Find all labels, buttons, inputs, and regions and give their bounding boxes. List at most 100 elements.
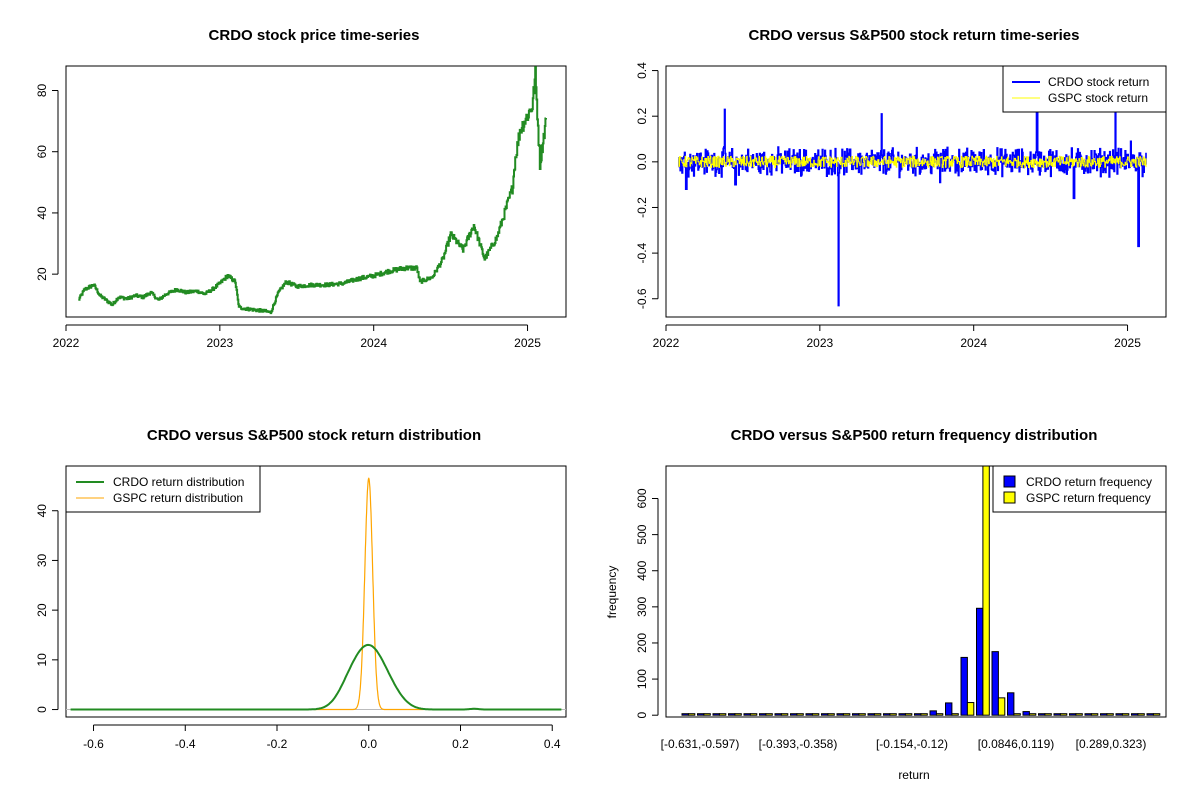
return-x-tick-label: 2023 [806, 336, 833, 350]
price-y-tick-label: 60 [35, 145, 49, 159]
return-legend-crdo-label: CRDO stock return [1048, 75, 1149, 89]
gspc-frequency-bar [1028, 713, 1037, 716]
crdo-frequency-bar [1022, 711, 1030, 716]
gspc-frequency-bar [780, 713, 789, 716]
price-y-tick-label: 80 [35, 83, 49, 97]
gspc-frequency-bar [873, 713, 882, 716]
frequency-chart-ylabel: frequency [605, 566, 619, 619]
freq-x-tick-label: [0.289,0.323) [1076, 737, 1147, 751]
gspc-frequency-bar [889, 713, 897, 716]
crdo-frequency-bar [821, 713, 829, 716]
crdo-frequency-bar [929, 710, 937, 716]
density-y-tick-label: 20 [35, 603, 49, 617]
price-x-tick-label: 2023 [206, 336, 233, 350]
crdo-frequency-bar [852, 713, 860, 716]
gspc-frequency-bar [966, 702, 975, 716]
crdo-frequency-bar [945, 702, 953, 716]
price-x-tick-label: 2022 [53, 336, 80, 350]
crdo-frequency-bar [759, 713, 767, 716]
density-y-tick-label: 30 [35, 553, 49, 567]
gspc-frequency-bar [1013, 713, 1021, 716]
return-chart: CRDO versus S&P500 stock return time-ser… [635, 27, 1167, 350]
gspc-frequency-bar [842, 713, 851, 716]
density-chart-title: CRDO versus S&P500 stock return distribu… [147, 427, 481, 444]
price-y-tick-label: 20 [35, 267, 49, 281]
density-x-tick-label: 0.2 [452, 737, 469, 751]
crdo-frequency-bar [1100, 713, 1108, 716]
crdo-frequency-bar [914, 713, 922, 716]
gspc-frequency-bar [1059, 713, 1068, 716]
gspc-frequency-bar [982, 465, 990, 716]
gspc-frequency-bar [811, 713, 820, 716]
density-legend-gspc-label: GSPC return distribution [113, 491, 243, 505]
freq-y-tick-label: 600 [635, 488, 649, 508]
freq-x-tick-label: [-0.393,-0.358) [759, 737, 838, 751]
freq-x-tick-label: [-0.631,-0.597) [661, 737, 740, 751]
crdo-frequency-bar [836, 713, 844, 716]
density-chart: CRDO versus S&P500 stock return distribu… [35, 427, 567, 751]
freq-x-tick-label: [-0.154,-0.12) [876, 737, 948, 751]
price-series-line [78, 66, 547, 315]
gspc-frequency-bar [1090, 713, 1099, 716]
gspc-frequency-bar [796, 713, 804, 716]
gspc-frequency-bar [904, 713, 913, 716]
return-legend-box [1002, 65, 1167, 113]
gspc-frequency-bar [858, 713, 866, 716]
crdo-frequency-bar [743, 713, 751, 716]
gspc-frequency-bar [1044, 713, 1052, 716]
crdo-frequency-bar [728, 713, 736, 716]
density-x-tick-label: 0.0 [360, 737, 377, 751]
crdo-frequency-bar [774, 713, 782, 716]
price-chart-frame [65, 65, 567, 318]
freq-y-tick-label: 200 [635, 633, 649, 653]
density-x-tick-label: -0.6 [83, 737, 104, 751]
crdo-frequency-bar [697, 713, 705, 716]
return-y-tick-label: -0.4 [635, 242, 649, 263]
return-legend-gspc-label: GSPC stock return [1048, 91, 1148, 105]
freq-y-tick-label: 0 [635, 712, 649, 719]
crdo-return-line [678, 108, 1147, 307]
freq-y-tick-label: 300 [635, 597, 649, 617]
freq-legend-crdo-swatch [1003, 475, 1016, 488]
crdo-frequency-bar [1053, 713, 1061, 716]
crdo-frequency-bar [1146, 713, 1154, 716]
crdo-frequency-bar [805, 713, 813, 716]
density-x-tick-label: 0.4 [544, 737, 561, 751]
return-x-tick-label: 2025 [1114, 336, 1141, 350]
price-x-tick-label: 2025 [514, 336, 541, 350]
crdo-frequency-bar [712, 713, 720, 716]
gspc-frequency-bar [1137, 713, 1145, 716]
frequency-chart-title: CRDO versus S&P500 return frequency dist… [731, 427, 1098, 444]
freq-y-tick-label: 100 [635, 669, 649, 689]
gspc-frequency-bar [920, 713, 928, 716]
gspc-density-line [313, 477, 424, 711]
crdo-frequency-bar [1007, 692, 1015, 716]
density-legend: CRDO return distribution GSPC return dist… [65, 465, 261, 513]
crdo-frequency-bar [898, 713, 906, 716]
gspc-frequency-bar [1106, 713, 1114, 716]
crdo-frequency-bar [681, 713, 689, 716]
return-chart-frame [665, 65, 1167, 318]
gspc-return-line [678, 155, 1147, 168]
crdo-frequency-bar [867, 713, 875, 716]
gspc-frequency-bar [1152, 713, 1161, 716]
frequency-chart-frame [665, 465, 1167, 718]
price-x-tick-label: 2024 [360, 336, 387, 350]
return-y-tick-label: -0.6 [635, 288, 649, 309]
crdo-frequency-bar [1069, 713, 1077, 716]
gspc-frequency-bar [718, 713, 727, 716]
density-x-tick-label: -0.2 [267, 737, 288, 751]
price-chart: CRDO stock price time-series 2022 2023 202… [35, 27, 567, 350]
gspc-frequency-bar [827, 713, 835, 716]
return-chart-title: CRDO versus S&P500 stock return time-ser… [749, 27, 1080, 44]
density-y-tick-label: 10 [35, 653, 49, 667]
gspc-frequency-bar [703, 713, 711, 716]
density-x-tick-label: -0.4 [175, 737, 196, 751]
freq-y-tick-label: 500 [635, 524, 649, 544]
freq-legend-gspc-swatch [1003, 491, 1016, 504]
return-x-tick-label: 2022 [653, 336, 680, 350]
crdo-frequency-bar [1084, 713, 1092, 716]
gspc-frequency-bar [935, 713, 944, 716]
gspc-frequency-bar [1121, 713, 1130, 716]
